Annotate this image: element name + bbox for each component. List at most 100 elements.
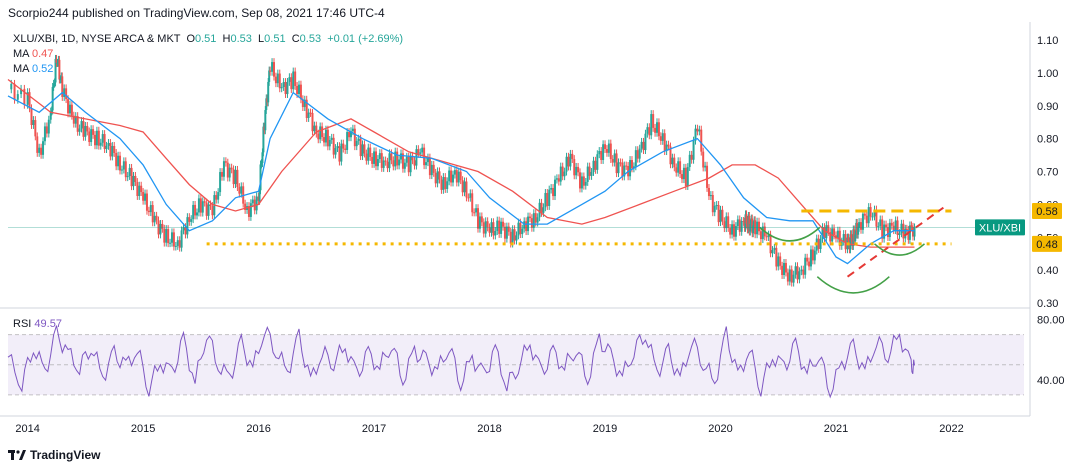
- candle-body: [363, 144, 366, 154]
- support-price-label-bg: [1032, 235, 1062, 252]
- candle-body: [324, 129, 327, 143]
- candle-body: [54, 58, 57, 83]
- candle-body: [269, 70, 272, 72]
- candle-body: [209, 204, 212, 206]
- candle-body: [777, 256, 780, 267]
- candle-body: [369, 147, 372, 157]
- candle-body: [752, 225, 755, 234]
- candle-body: [790, 269, 793, 283]
- candle-body: [519, 222, 522, 235]
- price-tick-label: 1.00: [1037, 68, 1058, 80]
- candle-body: [398, 159, 401, 166]
- candle-body: [502, 221, 505, 227]
- candle-body: [282, 82, 285, 87]
- candle-body: [49, 111, 52, 120]
- candle-body: [374, 151, 377, 167]
- candle-body: [748, 215, 751, 232]
- candle-body: [440, 179, 443, 190]
- candle-body: [655, 122, 658, 133]
- candle-body: [617, 162, 620, 174]
- candle-body: [434, 172, 437, 184]
- candle-body: [72, 115, 75, 124]
- candle-body: [532, 213, 535, 228]
- candle-body: [120, 169, 123, 171]
- candle-body: [249, 203, 252, 217]
- candle-body: [646, 127, 649, 134]
- candle-body: [80, 121, 83, 129]
- candle-body: [271, 62, 274, 72]
- candle-body: [307, 112, 310, 119]
- rsi-line: [7, 325, 915, 399]
- candle-body: [78, 128, 81, 132]
- candle-body: [311, 112, 314, 132]
- candle-body: [632, 166, 635, 169]
- candle-body: [702, 151, 705, 168]
- candle-body: [142, 192, 145, 201]
- candle-body: [436, 171, 439, 184]
- candle-body: [713, 205, 716, 213]
- candle-body: [669, 146, 672, 165]
- candle-body: [900, 223, 903, 234]
- rsi-value: 49.57: [34, 318, 62, 330]
- candle-body: [875, 209, 878, 227]
- candle-body: [523, 221, 526, 229]
- candle-body: [677, 161, 680, 173]
- time-tick-label: 2015: [131, 423, 155, 435]
- candle-body: [648, 127, 651, 136]
- candle-body: [176, 240, 179, 246]
- candle-body: [619, 162, 622, 164]
- candle-body: [579, 172, 582, 189]
- candle-body: [642, 141, 645, 151]
- candle-body: [247, 206, 250, 217]
- candle-body: [207, 204, 210, 216]
- candle-body: [621, 162, 624, 177]
- candle-body: [99, 142, 102, 146]
- candle-body: [904, 228, 907, 239]
- candle-body: [43, 126, 46, 142]
- candle-body: [629, 160, 632, 177]
- candle-body: [274, 76, 277, 84]
- candle-body: [353, 128, 356, 147]
- candle-body: [749, 223, 752, 232]
- candle-body: [644, 133, 647, 151]
- candle-body: [594, 160, 597, 170]
- rsi-label: RSI: [13, 318, 32, 330]
- candle-body: [298, 84, 301, 94]
- candle-body: [817, 238, 820, 249]
- candle-body: [417, 149, 420, 154]
- candle-body: [630, 160, 633, 169]
- candle-body: [138, 185, 141, 196]
- candle-body: [52, 83, 55, 87]
- candle-body: [290, 77, 293, 90]
- candle-body: [665, 144, 668, 152]
- candle-body: [469, 193, 472, 198]
- candle-body: [396, 151, 399, 166]
- candle-body: [169, 242, 172, 244]
- candle-body: [888, 222, 891, 238]
- candle-body: [717, 204, 720, 223]
- candle-body: [61, 76, 64, 97]
- candle-body: [596, 154, 599, 170]
- candle-body: [219, 172, 222, 193]
- candle-body: [336, 146, 339, 149]
- candle-body: [542, 207, 545, 213]
- candle-body: [879, 219, 882, 227]
- candle-body: [182, 227, 185, 231]
- candle-body: [65, 88, 68, 100]
- candle-body: [894, 220, 897, 231]
- candle-body: [240, 186, 243, 194]
- high-label: H: [222, 33, 231, 45]
- candle-body: [461, 180, 464, 193]
- candle-body: [228, 167, 231, 178]
- candle-body: [565, 156, 568, 172]
- candle-body: [682, 167, 685, 180]
- candle-body: [857, 227, 860, 235]
- candle-body: [20, 88, 23, 95]
- candle-body: [709, 195, 712, 197]
- close-value: 0.53: [299, 33, 322, 45]
- candle-body: [509, 231, 512, 244]
- candle-body: [413, 160, 416, 166]
- candle-body: [761, 226, 764, 240]
- candle-body: [101, 134, 104, 143]
